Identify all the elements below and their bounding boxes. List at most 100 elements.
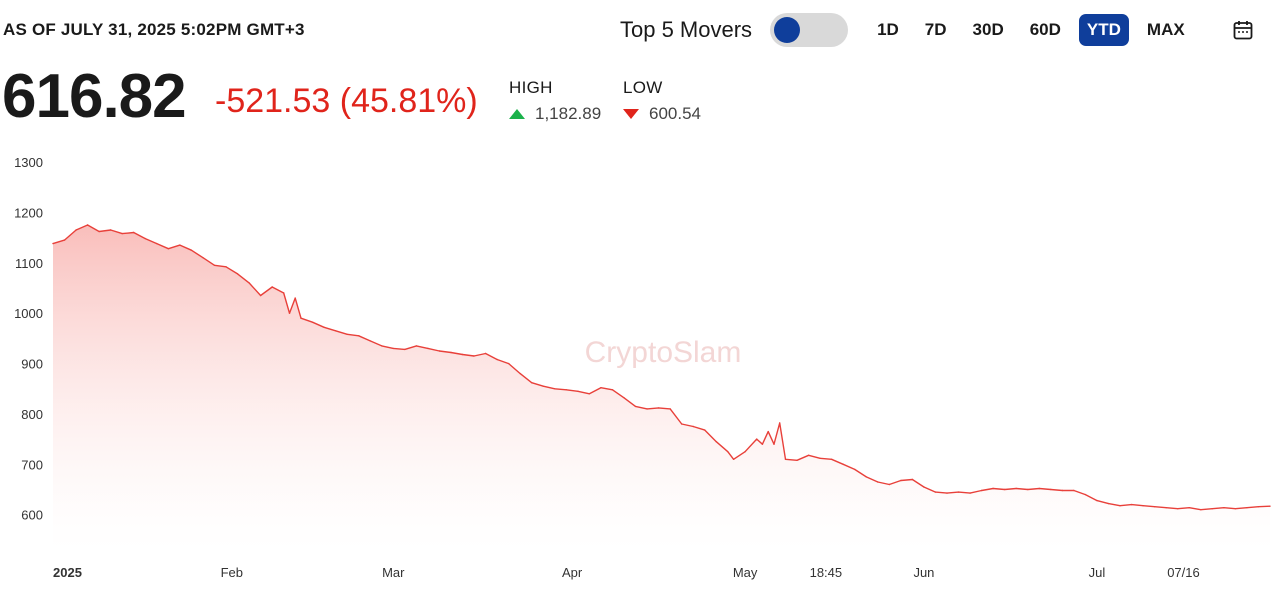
data-point: [865, 476, 867, 478]
data-point: [294, 297, 296, 299]
range-1d-button[interactable]: 1D: [877, 20, 899, 39]
data-point: [767, 430, 769, 433]
data-point: [1061, 489, 1064, 492]
top-movers-toggle[interactable]: [770, 13, 849, 47]
data-point: [484, 352, 487, 355]
data-point: [1223, 507, 1225, 509]
data-point: [554, 388, 556, 390]
data-point: [259, 294, 262, 297]
data-point: [779, 422, 781, 424]
low-stat: LOW 600.54: [623, 78, 701, 124]
range-60d-button[interactable]: 60D: [1029, 20, 1061, 39]
high-value: 1,182.89: [535, 104, 602, 123]
y-tick-label: 900: [21, 357, 43, 372]
data-point: [744, 451, 746, 453]
data-point: [248, 282, 250, 284]
data-point: [450, 351, 452, 354]
data-point: [1015, 487, 1017, 490]
y-tick-label: 1300: [14, 155, 43, 170]
data-point: [392, 347, 394, 350]
data-point: [704, 429, 706, 431]
data-point: [358, 335, 360, 337]
range-7d-button[interactable]: 7D: [924, 20, 947, 39]
x-tick-label: Jul: [1089, 565, 1106, 580]
data-point: [842, 463, 844, 465]
data-point: [784, 458, 787, 460]
low-value: 600.54: [649, 104, 701, 123]
data-point: [911, 478, 914, 481]
data-point: [86, 224, 89, 226]
data-point: [508, 362, 510, 365]
data-point: [213, 264, 216, 266]
data-point: [1234, 508, 1237, 510]
data-point: [236, 273, 239, 275]
low-label: LOW: [623, 78, 663, 97]
y-tick-label: 600: [21, 508, 43, 523]
up-triangle-icon: [509, 109, 525, 119]
data-point: [992, 487, 994, 490]
data-point: [334, 330, 337, 332]
x-tick-label: Feb: [221, 565, 243, 580]
price-change: -521.53 (45.81%): [215, 82, 478, 120]
data-point: [807, 454, 810, 456]
chart-watermark: CryptoSlam: [585, 336, 742, 369]
data-point: [934, 491, 937, 493]
data-point: [1038, 487, 1041, 490]
data-point: [957, 491, 960, 493]
data-point: [681, 423, 683, 425]
data-point: [75, 229, 77, 231]
data-point: [121, 232, 123, 235]
data-point: [542, 385, 544, 387]
data-point: [756, 438, 758, 440]
top-movers-label: Top 5 Movers: [620, 17, 753, 42]
high-value-row: 1,182.89: [509, 104, 601, 124]
y-tick-label: 700: [21, 457, 43, 472]
data-point: [969, 492, 971, 494]
range-30d-button[interactable]: 30D: [972, 20, 1004, 39]
y-tick-label: 1200: [14, 205, 43, 220]
range-ytd-button[interactable]: YTD: [1078, 14, 1129, 46]
data-point: [438, 350, 441, 352]
data-point: [623, 397, 625, 399]
toolbar: Top 5 Movers 1D 7D 30D 60D YTD MAX: [620, 12, 1254, 48]
data-point: [415, 345, 418, 347]
x-tick-label: 18:45: [810, 565, 843, 580]
data-point: [288, 312, 291, 314]
data-point: [346, 333, 348, 335]
data-point: [923, 486, 925, 488]
x-tick-label: 07/16: [1167, 565, 1200, 580]
data-point: [634, 405, 637, 408]
data-point: [727, 451, 729, 453]
y-tick-label: 800: [21, 407, 43, 422]
x-tick-label: 2025: [53, 565, 82, 580]
down-triangle-icon: [623, 109, 639, 119]
data-point: [110, 229, 112, 231]
data-point: [577, 390, 579, 392]
data-point: [877, 481, 879, 483]
data-point: [1027, 488, 1029, 491]
y-tick-label: 1000: [14, 306, 43, 321]
calendar-icon[interactable]: [1232, 19, 1254, 41]
data-point: [190, 249, 193, 251]
data-point: [692, 425, 694, 428]
data-point: [796, 459, 798, 461]
data-point: [1211, 508, 1214, 510]
data-point: [283, 292, 285, 294]
data-point: [1177, 508, 1179, 510]
data-point: [133, 231, 135, 234]
data-point: [1257, 506, 1260, 508]
data-point: [98, 230, 100, 233]
range-max-button[interactable]: MAX: [1146, 20, 1185, 39]
data-point: [732, 458, 735, 460]
data-point: [773, 443, 775, 445]
high-stat: HIGH 1,182.89: [509, 78, 601, 124]
price-chart[interactable]: 600 700 800 900 1000 1100 1200 1300 2025 Feb Mar A…: [0, 150, 1280, 600]
data-point: [1200, 509, 1202, 511]
data-point: [1107, 502, 1110, 505]
data-point: [1084, 493, 1087, 496]
data-point: [715, 441, 717, 443]
data-point: [461, 353, 464, 356]
data-point: [1188, 507, 1191, 509]
data-point: [761, 443, 764, 445]
data-point: [156, 242, 158, 245]
